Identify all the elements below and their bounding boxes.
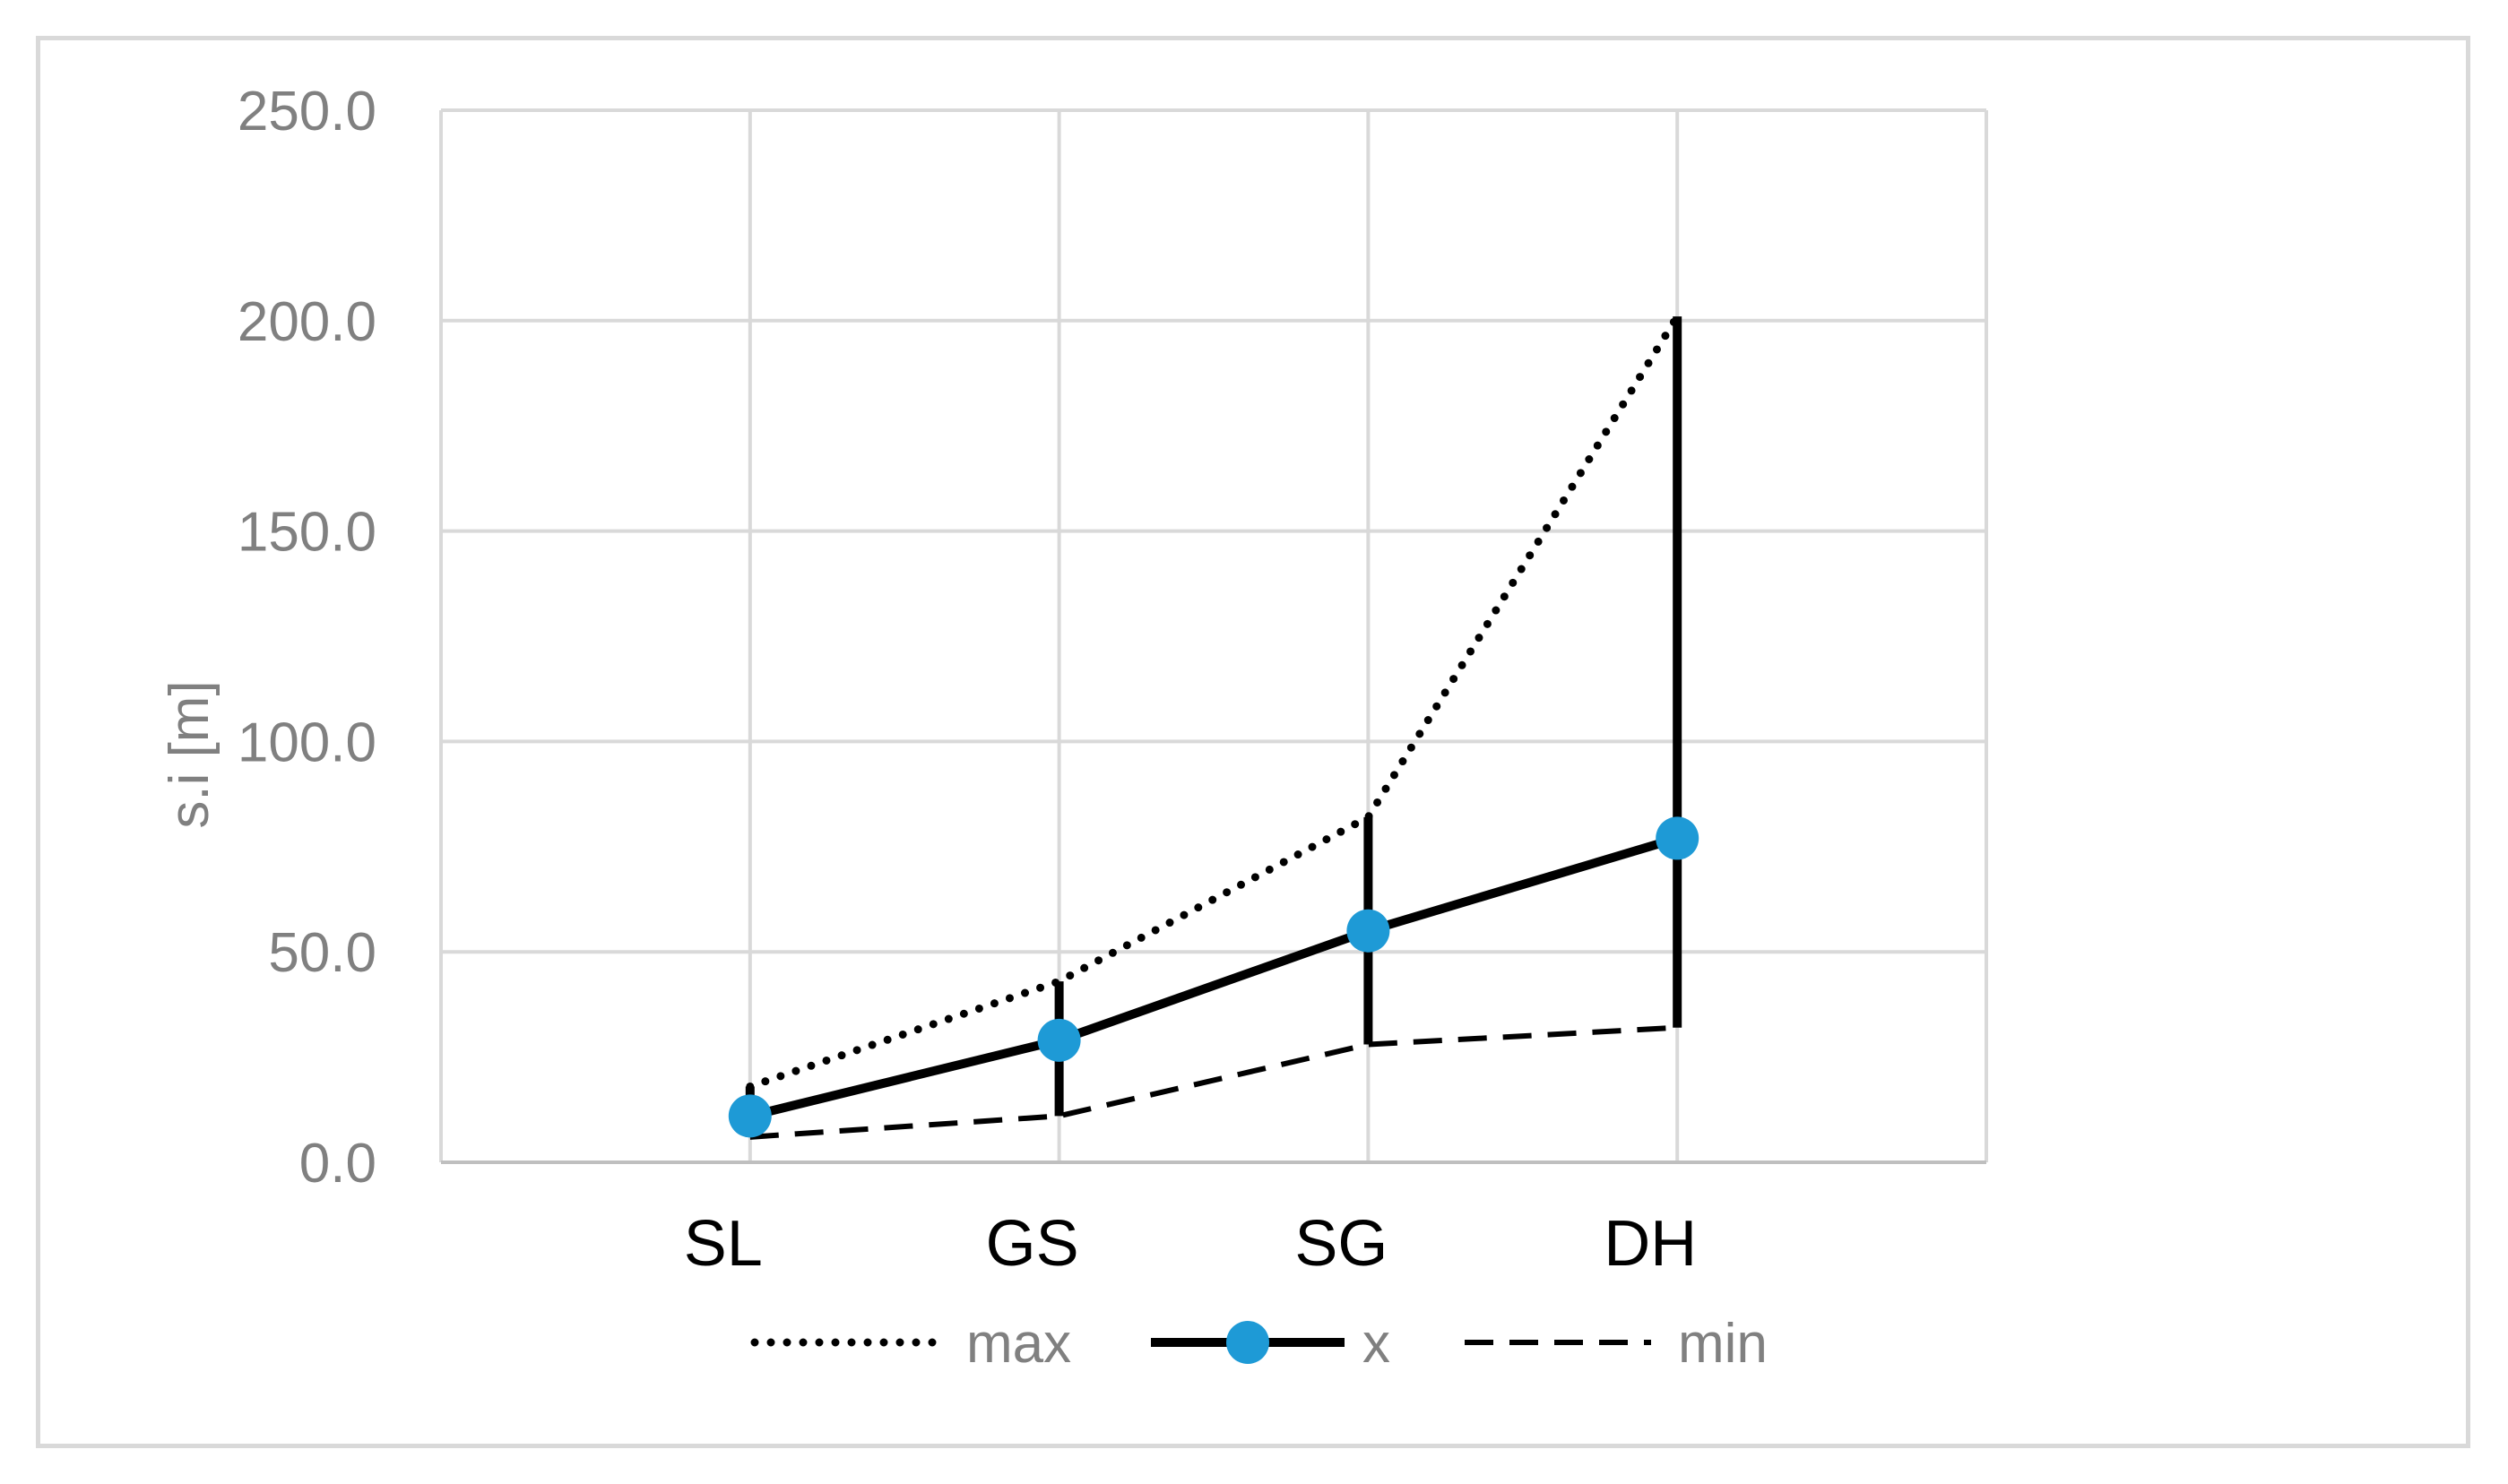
x-tick-labels: SL GS SG DH — [684, 1208, 1697, 1280]
series-x-point — [1346, 909, 1390, 953]
y-tick-label: 50.0 — [268, 922, 376, 984]
series-x-point — [1037, 1018, 1081, 1062]
y-tick-label: 250.0 — [238, 81, 376, 142]
y-tick-labels: 0.0 50.0 100.0 150.0 200.0 250.0 — [238, 81, 376, 1195]
series-min-line — [749, 1024, 1678, 1140]
x-tick-label: SL — [684, 1208, 763, 1280]
y-tick-label: 200.0 — [238, 291, 376, 353]
legend-marker-x — [1226, 1321, 1269, 1364]
x-tick-label: DH — [1604, 1208, 1697, 1280]
series-x-point — [1656, 816, 1699, 860]
grid — [439, 108, 1988, 1162]
legend-label-max: max — [966, 1313, 1071, 1375]
series-x-point — [728, 1094, 772, 1138]
markers — [728, 816, 1699, 1138]
y-tick-label: 100.0 — [238, 712, 376, 773]
x-tick-label: GS — [986, 1208, 1079, 1280]
series-x-line — [748, 833, 1679, 1121]
series-max-line — [746, 312, 1682, 1091]
y-tick-label: 0.0 — [299, 1133, 376, 1195]
range-bars — [745, 316, 1682, 1137]
y-tick-label: 150.0 — [238, 502, 376, 564]
x-tick-label: SG — [1294, 1208, 1388, 1280]
legend-label-min: min — [1678, 1313, 1768, 1375]
legend: max x min — [750, 1313, 1768, 1375]
series — [746, 312, 1682, 1140]
legend-label-x: x — [1362, 1313, 1390, 1375]
y-axis-title: s.i [m] — [159, 680, 221, 828]
